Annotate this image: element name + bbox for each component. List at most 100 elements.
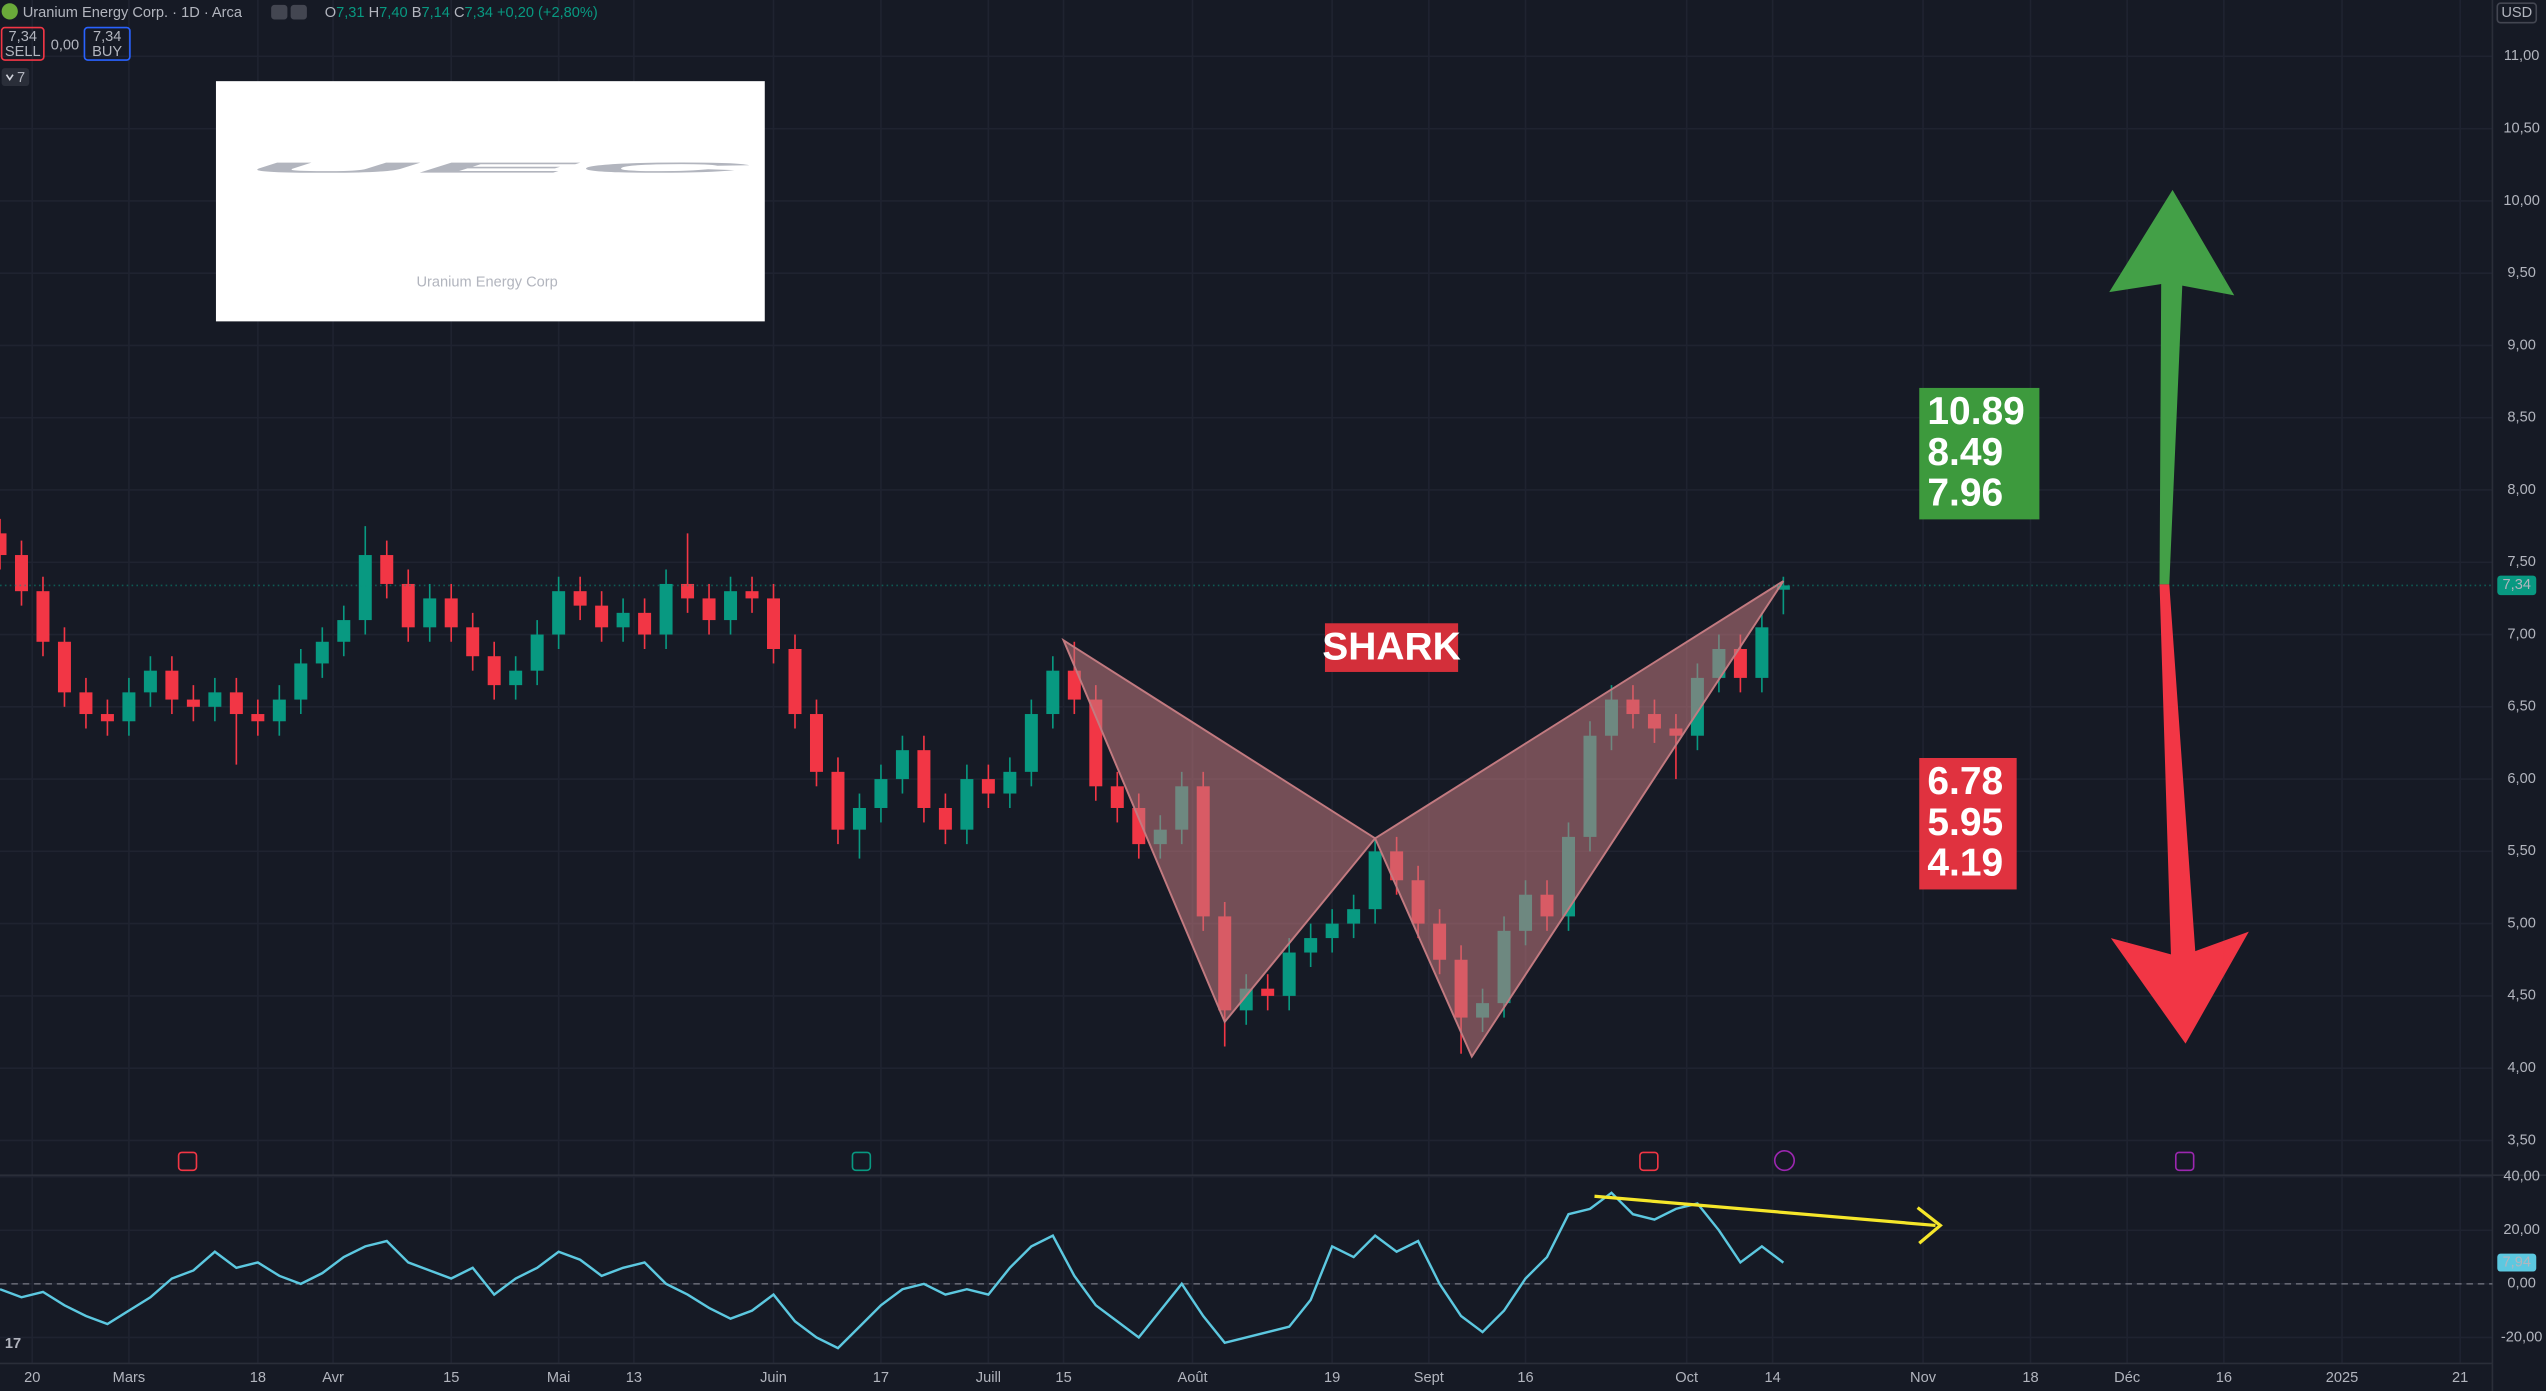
toggle-icon[interactable] <box>271 4 288 20</box>
change: +0,20 (+2,80%) <box>497 5 598 21</box>
logo-box <box>215 81 765 322</box>
y-tick-label: 4,00 <box>2507 1060 2535 1076</box>
pattern-label-box <box>1324 623 1459 672</box>
candle-body <box>681 583 695 599</box>
candle-body <box>401 583 415 628</box>
x-tick-label: Oct <box>1675 1370 1698 1386</box>
currency: USD <box>2501 5 2532 21</box>
symbol-icon <box>1 3 18 20</box>
x-tick-label: 20 <box>24 1370 40 1386</box>
candle-body <box>659 583 673 635</box>
candle-body <box>852 807 866 830</box>
x-tick-label: 15 <box>443 1370 459 1386</box>
candle-body <box>1347 909 1361 924</box>
candle-body <box>358 555 372 621</box>
candle-body <box>272 699 286 722</box>
y-tick-label: 6,00 <box>2507 771 2535 787</box>
logo-mark: UEC <box>244 161 754 177</box>
target-down: 6.78 <box>1927 760 2003 803</box>
buy-button[interactable] <box>83 26 131 61</box>
candle-body <box>79 692 93 715</box>
divergence-line <box>1594 1194 1936 1228</box>
x-tick-label: 2025 <box>2326 1370 2359 1386</box>
marks <box>0 518 2493 1350</box>
candle-body <box>938 807 952 830</box>
y-tick-label: 4,50 <box>2507 988 2535 1004</box>
candle-body <box>1024 714 1038 772</box>
brand: 17 <box>5 1336 21 1352</box>
candle-body <box>1282 952 1296 996</box>
axes: 20 Mars 18 Avr 15 Mai 13 Juin 17 Juill 15 Août 19 Sep… <box>24 48 2542 1386</box>
candle-body <box>1261 988 1275 996</box>
candle-body <box>315 641 329 664</box>
y-tick-label: 3,50 <box>2507 1132 2535 1148</box>
ohlc-value: 7,34 <box>465 5 493 21</box>
ohlc-value: 7,14 <box>421 5 449 21</box>
x-tick-label: 13 <box>626 1370 642 1386</box>
oscillator-line <box>0 1191 1785 1350</box>
y-tick-label: 0,00 <box>2507 1276 2535 1292</box>
candle-body <box>767 598 781 649</box>
candle-body <box>702 598 716 621</box>
event-marker[interactable] <box>851 1151 872 1172</box>
y-tick-label: 20,00 <box>2503 1222 2540 1238</box>
event-marker[interactable] <box>177 1151 198 1172</box>
candle-body <box>831 771 845 830</box>
candle-body <box>895 750 909 780</box>
event-marker[interactable] <box>2174 1151 2195 1172</box>
candle-body <box>143 670 157 693</box>
currency-box[interactable] <box>2496 2 2538 24</box>
x-tick-label: Sept <box>1414 1370 1444 1386</box>
candle-body <box>294 663 308 700</box>
candle-body <box>1046 670 1060 715</box>
candle-body <box>165 670 179 700</box>
y-tick-label: 40,00 <box>2503 1169 2540 1185</box>
ohlc: O7,31 H7,40 B7,14 C7,34 +0,20 (+2,80%) <box>325 5 598 21</box>
candle-body <box>1067 670 1081 700</box>
candle-body <box>724 591 738 621</box>
candle-body <box>509 670 523 686</box>
candle-body <box>1733 648 1747 678</box>
chevron <box>5 74 14 81</box>
candle-body <box>960 779 974 830</box>
event-marker[interactable] <box>1639 1151 1659 1172</box>
x-tick-label: Août <box>1177 1370 1207 1386</box>
sell-price: 7,34 <box>9 29 37 45</box>
x-tick-label: 21 <box>2452 1370 2468 1386</box>
y-tick-label: 7,50 <box>2507 554 2535 570</box>
target-down: 4.19 <box>1927 841 2003 884</box>
candle-body <box>788 648 802 715</box>
y-tick-label: 8,00 <box>2507 482 2535 498</box>
candle-body <box>251 714 265 722</box>
x-tick-label: Juill <box>976 1370 1001 1386</box>
last-price-label: 7,34 <box>2503 577 2531 593</box>
candle-body <box>616 612 630 628</box>
logo-text: Uranium Energy Corp <box>416 274 557 290</box>
toggle-icon[interactable] <box>290 4 307 20</box>
candle-body <box>208 692 222 707</box>
candle-body <box>1755 627 1769 678</box>
candle-body <box>122 692 136 722</box>
candle-body <box>981 779 995 794</box>
candle-body <box>638 612 652 635</box>
candle-body <box>1368 851 1382 910</box>
candle-body <box>337 620 351 642</box>
ohlc-key: C <box>454 5 465 21</box>
ohlc-key: B <box>412 5 422 21</box>
target-up: 10.89 <box>1927 390 2025 433</box>
indicators-toggle[interactable] <box>1 68 30 87</box>
event-marker[interactable] <box>1773 1149 1796 1172</box>
x-tick-label: Juin <box>760 1370 787 1386</box>
y-tick-label: 6,50 <box>2507 699 2535 715</box>
x-tick-label: 18 <box>2022 1370 2038 1386</box>
candle-body <box>444 598 458 628</box>
x-tick-label: 17 <box>873 1370 889 1386</box>
candle-body <box>57 641 71 693</box>
candle-body <box>14 555 28 592</box>
oscillator-last-box <box>2497 1253 2537 1272</box>
candle-body <box>423 598 437 628</box>
sell-button[interactable] <box>0 26 45 61</box>
x-tick-label: 16 <box>1517 1370 1533 1386</box>
x-tick-label: 14 <box>1764 1370 1780 1386</box>
